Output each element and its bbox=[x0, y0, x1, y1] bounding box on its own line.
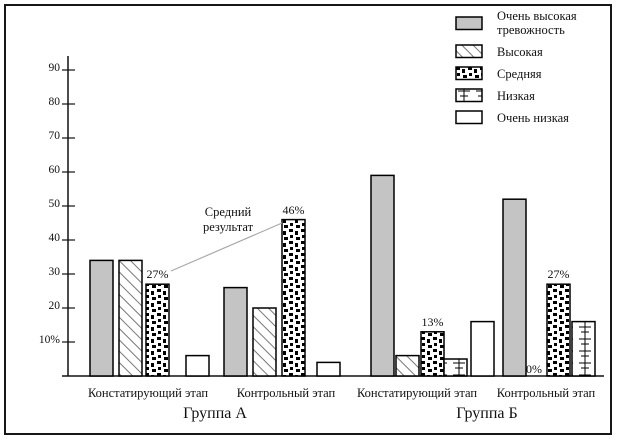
annotation-line bbox=[170, 222, 283, 272]
legend-swatch-low bbox=[455, 88, 483, 103]
bar-medium bbox=[281, 218, 306, 377]
bars-group bbox=[89, 174, 596, 377]
chart-frame bbox=[4, 4, 612, 435]
bar-very-high-anxiety bbox=[370, 174, 395, 377]
legend-swatch-high bbox=[455, 44, 483, 59]
bar-medium bbox=[145, 283, 170, 377]
bar-value-label: 13% bbox=[421, 314, 444, 329]
annotation-text-line: результат bbox=[202, 220, 254, 234]
legend-item: Низкая bbox=[455, 88, 577, 103]
bar-low bbox=[571, 320, 596, 377]
legend-swatch-medium bbox=[455, 66, 483, 81]
annotation-text-line: Средний bbox=[204, 205, 252, 219]
bar-very-high-anxiety bbox=[89, 259, 114, 377]
zero-value-label: 0% bbox=[526, 362, 542, 376]
y-tick-label: 90 bbox=[48, 62, 61, 74]
legend-item: Очень высокая тревожность bbox=[455, 9, 577, 37]
legend-item: Средняя bbox=[455, 66, 577, 81]
bar-medium bbox=[420, 331, 445, 377]
group-label: Группа Б bbox=[456, 405, 518, 422]
bar-very-high-anxiety bbox=[223, 286, 248, 377]
legend-swatch-rect bbox=[455, 110, 483, 125]
legend-swatch-very-low bbox=[455, 110, 483, 125]
bar-very-low bbox=[185, 354, 210, 377]
y-tick-label: 20 bbox=[48, 300, 61, 312]
legend-label-line: Низкая bbox=[497, 88, 535, 103]
stage-label: Контрольный этап bbox=[496, 386, 596, 400]
y-tick-label: 10% bbox=[38, 334, 60, 346]
legend-label: Очень низкая bbox=[497, 111, 569, 125]
annotation-group bbox=[170, 222, 283, 272]
y-tick-label: 80 bbox=[48, 96, 61, 108]
bar-value-label: 46% bbox=[282, 202, 305, 217]
bar-value-label: 27% bbox=[146, 267, 169, 282]
bar-very-high-anxiety bbox=[502, 198, 527, 377]
y-tick-label: 30 bbox=[48, 266, 61, 278]
group-label: Группа А bbox=[183, 405, 247, 422]
legend-swatch-very-high-anxiety bbox=[455, 15, 483, 30]
legend-label-line: тревожность bbox=[497, 23, 565, 37]
legend-label-line: Очень низкая bbox=[497, 110, 569, 125]
legend-swatch-rect bbox=[455, 66, 483, 81]
y-tick-label: 70 bbox=[48, 130, 61, 142]
legend-swatch-rect bbox=[455, 44, 483, 59]
bar-high bbox=[118, 259, 143, 377]
legend-item: Высокая bbox=[455, 44, 577, 59]
legend-label: Средняя bbox=[497, 67, 542, 81]
bar-low bbox=[443, 358, 468, 377]
legend-item: Очень низкая bbox=[455, 110, 577, 125]
y-tick-label: 60 bbox=[48, 164, 61, 176]
legend-swatch-rect bbox=[455, 15, 483, 30]
bar-high bbox=[252, 307, 277, 377]
bar-value-label: 27% bbox=[547, 267, 570, 282]
bar-medium bbox=[546, 283, 571, 377]
stage-label: Констатирующий этап bbox=[356, 386, 478, 400]
legend-label-line: Средняя bbox=[497, 66, 542, 81]
legend-label: Высокая bbox=[497, 45, 543, 59]
legend-swatch-rect bbox=[455, 88, 483, 103]
bar-very-low bbox=[470, 320, 495, 377]
legend-label-line: Очень высокая bbox=[497, 9, 577, 23]
legend-label-line: Высокая bbox=[497, 44, 543, 59]
annotation-text: Средний результат bbox=[186, 205, 270, 235]
legend-label: Низкая bbox=[497, 89, 535, 103]
legend: Очень высокая тревожность Высокая Средняя Ни… bbox=[455, 9, 577, 132]
bar-high bbox=[395, 354, 420, 377]
y-tick-label: 40 bbox=[48, 232, 61, 244]
bar-very-low bbox=[316, 361, 341, 377]
legend-label: Очень высокая тревожность bbox=[497, 9, 577, 37]
stage-label: Контрольный этап bbox=[236, 386, 336, 400]
stage-label: Констатирующий этап bbox=[87, 386, 209, 400]
y-tick-label: 50 bbox=[48, 198, 61, 210]
